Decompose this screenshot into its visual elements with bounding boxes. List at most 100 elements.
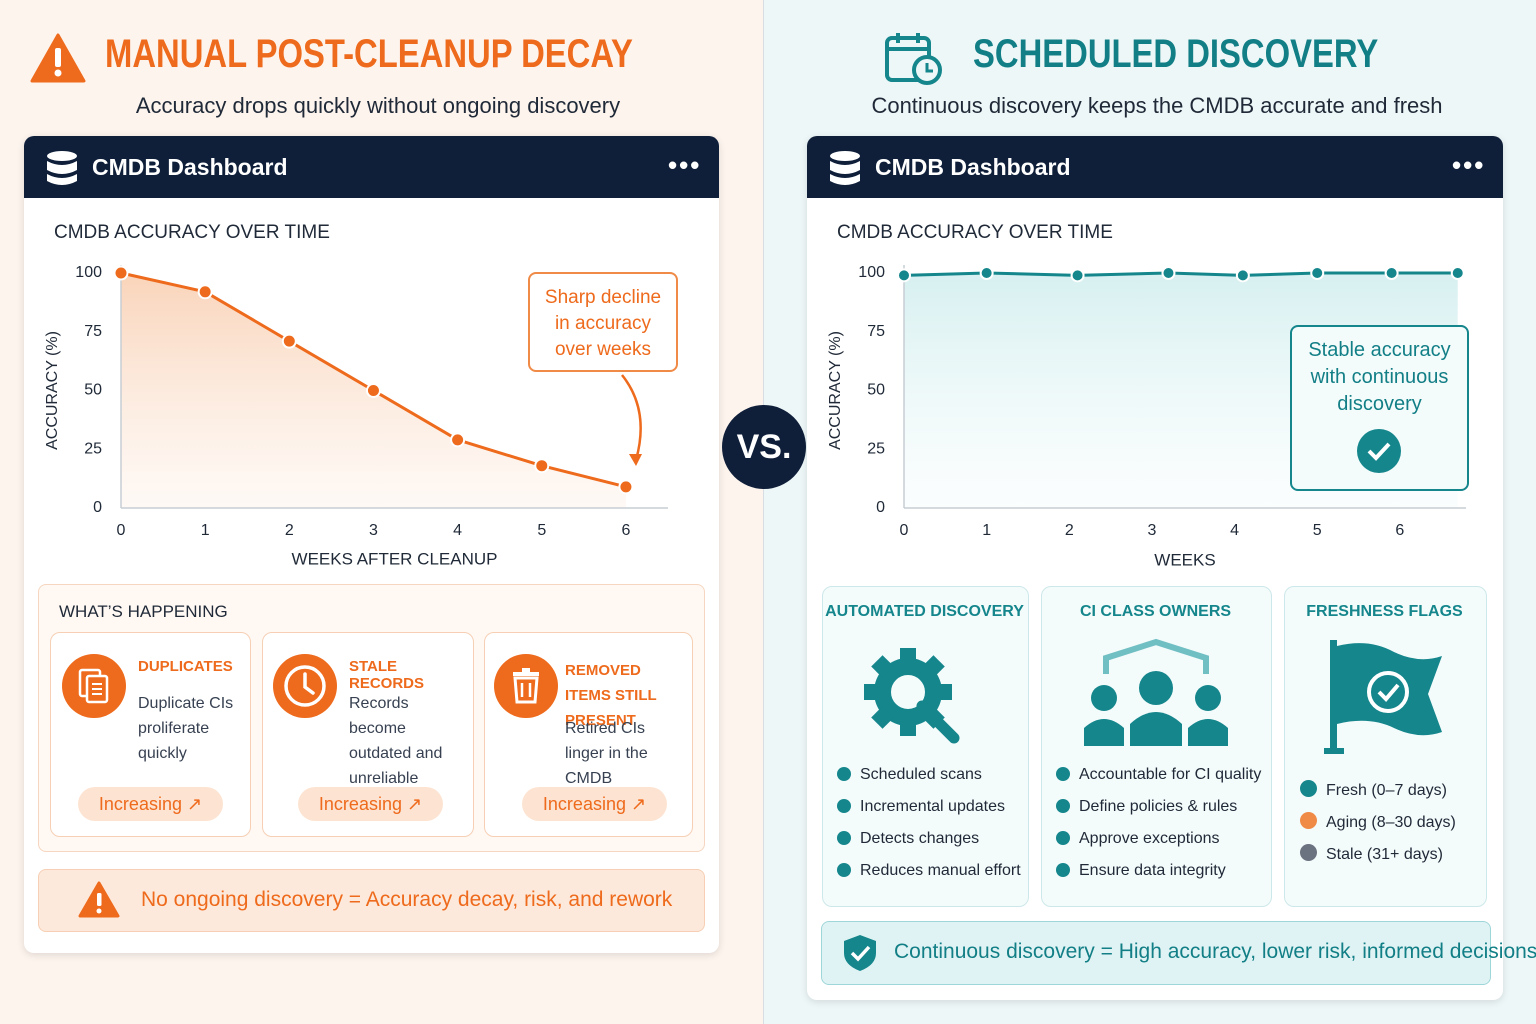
dashboard-title: CMDB Dashboard [875, 154, 1071, 180]
x-tick-label: 5 [537, 522, 546, 539]
check-icon [837, 767, 851, 781]
warning-icon [30, 33, 86, 83]
data-point [450, 432, 466, 448]
data-point [1310, 266, 1325, 280]
feature-item: Scheduled scans [837, 766, 982, 784]
left-footer [38, 869, 705, 932]
legend-item: Aging (8–30 days) [1300, 812, 1456, 832]
legend-item: Fresh (0–7 days) [1300, 780, 1447, 800]
dashboard-title: CMDB Dashboard [92, 154, 288, 180]
item-text: Approve exceptions [1079, 830, 1220, 847]
check-icon [837, 831, 851, 845]
feature-title: AUTOMATED DISCOVERY [825, 603, 1024, 620]
status-text: Increasing [98, 794, 182, 814]
y-axis-label: ACCURACY (%) [827, 331, 844, 450]
feature-item: Accountable for CI quality [1056, 766, 1261, 784]
feature-card [1284, 586, 1487, 907]
check-icon [1056, 767, 1070, 781]
feature-item: Incremental updates [837, 798, 1005, 816]
legend-item: Stale (31+ days) [1300, 844, 1443, 864]
annotation-text: Stable accuracy with continuous discover… [1308, 339, 1451, 415]
y-tick-label: 75 [84, 323, 102, 340]
data-point [979, 266, 994, 280]
x-tick-label: 5 [1313, 522, 1322, 539]
item-text: Reduces manual effort [860, 862, 1021, 879]
x-axis-label: WEEKS [1154, 550, 1215, 569]
flag-icon [1324, 640, 1442, 754]
x-tick-label: 2 [285, 522, 294, 539]
x-tick-label: 3 [1147, 522, 1156, 539]
data-point [1384, 266, 1399, 280]
data-point [365, 383, 381, 398]
x-axis-label: WEEKS AFTER CLEANUP [292, 549, 498, 568]
right-subtitle: Continuous discovery keeps the CMDB accu… [871, 93, 1443, 118]
status-text: Increasing [318, 794, 402, 814]
x-tick-label: 0 [900, 522, 909, 539]
y-tick-label: 25 [867, 440, 885, 457]
y-tick-label: 0 [93, 499, 102, 516]
duplicates-icon [62, 654, 126, 718]
chart-title: CMDB ACCURACY OVER TIME [54, 222, 330, 243]
check-icon [1056, 831, 1070, 845]
y-axis-label: ACCURACY (%) [44, 331, 61, 450]
status-pill: Increasing ↗ [522, 787, 667, 821]
y-tick-label: 25 [84, 440, 102, 457]
menu-dots[interactable]: ••• [1452, 150, 1486, 180]
check-icon [837, 799, 851, 813]
x-tick-label: 0 [117, 522, 126, 539]
happening-title: WHAT’S HAPPENING [59, 602, 228, 621]
annotation-box: Sharp decline in accuracy over weeks [528, 272, 678, 372]
menu-dots[interactable]: ••• [668, 150, 702, 180]
item-text: Define policies & rules [1079, 798, 1238, 815]
x-tick-label: 3 [369, 522, 378, 539]
data-point [113, 265, 129, 281]
issue-title: DUPLICATES [138, 658, 233, 675]
feature-item: Detects changes [837, 830, 979, 848]
x-tick-label: 6 [1395, 522, 1404, 539]
status-pill: Increasing ↗ [78, 787, 223, 821]
legend-dot [1300, 780, 1317, 797]
y-tick-label: 50 [84, 382, 102, 399]
x-tick-label: 4 [1230, 522, 1239, 539]
feature-item: Define policies & rules [1056, 798, 1237, 816]
data-point [197, 284, 213, 300]
feature-item: Reduces manual effort [837, 862, 1021, 880]
item-text: Detects changes [860, 830, 980, 847]
feature-item: Ensure data integrity [1056, 862, 1226, 880]
data-point [1161, 266, 1176, 280]
warning-icon [78, 881, 120, 918]
item-text: Accountable for CI quality [1079, 766, 1262, 783]
x-tick-label: 2 [1065, 522, 1074, 539]
legend-text: Stale (31+ days) [1326, 846, 1443, 863]
left-title: MANUAL POST-CLEANUP DECAY [105, 32, 633, 76]
check-badge [1357, 429, 1401, 473]
owners-icon [1084, 638, 1228, 746]
left-subtitle: Accuracy drops quickly without ongoing d… [135, 93, 621, 118]
y-tick-label: 100 [75, 264, 102, 281]
y-tick-label: 0 [876, 499, 885, 516]
database-icon [830, 151, 860, 185]
data-point [1070, 268, 1085, 283]
issue-text: Retired CIs linger in the CMDB [565, 720, 648, 787]
feature-item: Approve exceptions [1056, 830, 1220, 848]
calendar-icon [885, 33, 942, 85]
dashboard-header [24, 136, 719, 198]
issue-text: Duplicate CIs proliferate quickly [138, 695, 234, 762]
vs-badge: VS. [722, 405, 806, 489]
data-point [1450, 266, 1465, 280]
dashboard-header [807, 136, 1503, 198]
feature-card [822, 586, 1029, 907]
legend-dot [1300, 812, 1317, 829]
data-line [903, 271, 1458, 277]
clock-icon [273, 654, 337, 718]
gear-icon [864, 648, 960, 744]
item-text: Scheduled scans [860, 766, 982, 783]
x-tick-label: 1 [201, 522, 210, 539]
legend-text: Fresh (0–7 days) [1326, 782, 1447, 799]
y-tick-label: 50 [867, 382, 885, 399]
right-footer [821, 921, 1491, 985]
x-tick-label: 6 [621, 522, 630, 539]
data-point [897, 268, 911, 283]
check-icon [1056, 799, 1070, 813]
